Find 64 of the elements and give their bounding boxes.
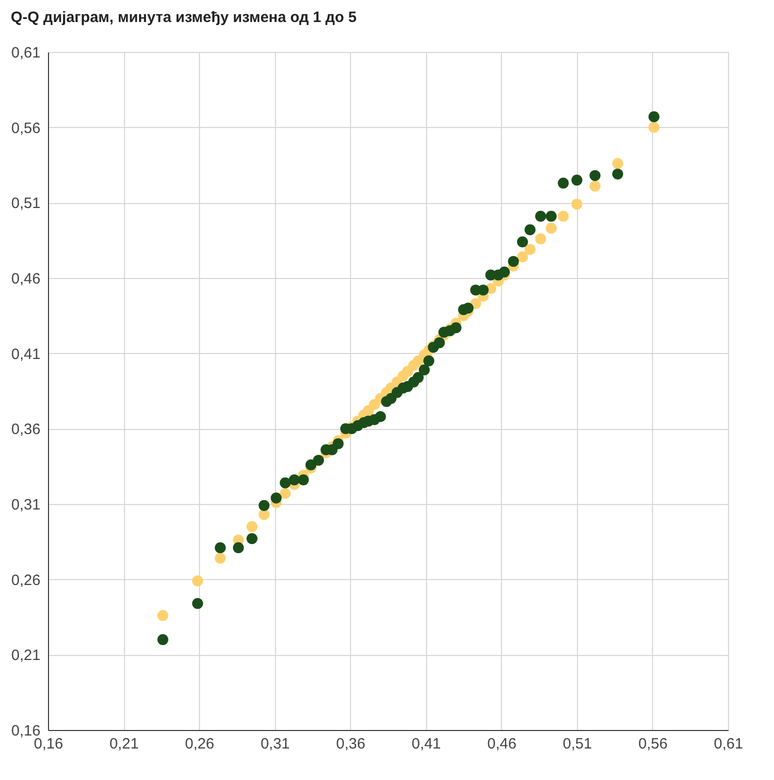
point <box>214 552 226 564</box>
x-tick-label: 0,56 <box>638 736 668 752</box>
y-tick-label: 0,46 <box>11 270 40 288</box>
x-tick-label: 0,26 <box>185 736 214 752</box>
point <box>246 521 258 532</box>
point <box>332 438 344 450</box>
point <box>192 575 204 586</box>
point <box>590 180 600 192</box>
point <box>612 168 624 180</box>
point <box>648 122 660 133</box>
x-tick-label: 0,41 <box>412 736 441 752</box>
point <box>571 174 582 186</box>
point <box>423 355 434 366</box>
x-tick-label: 0,36 <box>336 736 366 752</box>
point <box>517 236 528 248</box>
point <box>612 158 624 169</box>
point <box>418 364 430 376</box>
point <box>157 634 168 646</box>
point <box>558 210 569 222</box>
point <box>246 533 258 544</box>
point <box>374 411 386 422</box>
point <box>546 210 557 222</box>
point <box>648 111 660 122</box>
point <box>280 477 291 488</box>
point <box>192 598 204 609</box>
point <box>546 222 557 234</box>
point <box>232 542 244 554</box>
y-tick-label: 0,21 <box>11 647 40 664</box>
y-tick-label: 0,31 <box>11 496 40 514</box>
point <box>590 170 600 182</box>
point <box>280 488 291 499</box>
point <box>524 224 536 236</box>
y-tick-label: 0,51 <box>11 195 40 212</box>
point <box>258 509 270 520</box>
y-tick-label: 0,56 <box>11 120 40 137</box>
point <box>478 284 489 296</box>
y-tick-label: 0,36 <box>11 421 40 438</box>
x-tick-label: 0,31 <box>260 736 290 752</box>
chart-title: Q-Q дијаграм, минута између измена од 1 до 5 <box>10 9 357 26</box>
y-tick-label: 0,61 <box>11 44 40 62</box>
point <box>412 372 424 383</box>
point <box>157 610 168 621</box>
point <box>434 337 445 348</box>
x-tick-label: 0,46 <box>487 736 516 752</box>
point <box>450 322 462 334</box>
point <box>571 198 582 210</box>
x-tick-label: 0,61 <box>714 736 744 752</box>
point <box>214 542 226 554</box>
point <box>298 474 309 486</box>
point <box>498 266 510 278</box>
y-tick-label: 0,26 <box>11 572 40 589</box>
point <box>535 233 546 244</box>
point <box>517 251 528 262</box>
point <box>270 492 282 504</box>
point <box>558 178 569 189</box>
y-tick-label: 0,41 <box>11 346 40 363</box>
point <box>258 500 270 511</box>
point <box>535 210 546 222</box>
x-tick-label: 0,21 <box>109 736 139 752</box>
point <box>524 244 536 255</box>
point <box>508 256 519 267</box>
point <box>288 474 300 486</box>
point <box>462 302 474 314</box>
x-tick-label: 0,51 <box>562 736 592 752</box>
